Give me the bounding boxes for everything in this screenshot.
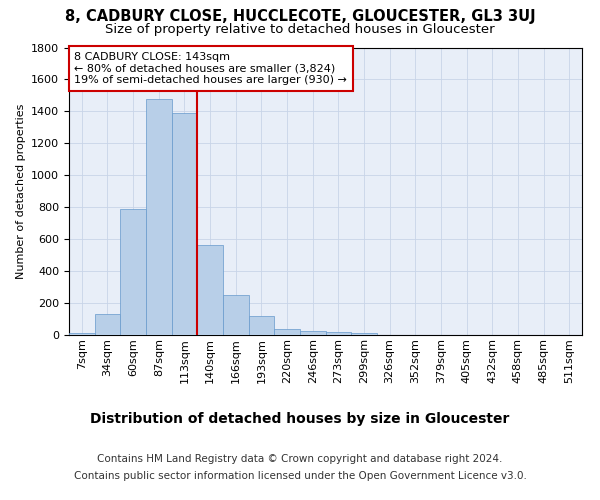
- Bar: [172, 113, 197, 335]
- Bar: [121, 209, 146, 335]
- Text: 8 CADBURY CLOSE: 143sqm
← 80% of detached houses are smaller (3,824)
19% of semi: 8 CADBURY CLOSE: 143sqm ← 80% of detache…: [74, 52, 347, 85]
- Bar: [197, 245, 223, 335]
- Bar: [248, 316, 274, 335]
- Bar: [69, 334, 95, 335]
- Text: Distribution of detached houses by size in Gloucester: Distribution of detached houses by size …: [91, 412, 509, 426]
- Bar: [325, 332, 351, 335]
- Y-axis label: Number of detached properties: Number of detached properties: [16, 104, 26, 279]
- Text: 8, CADBURY CLOSE, HUCCLECOTE, GLOUCESTER, GL3 3UJ: 8, CADBURY CLOSE, HUCCLECOTE, GLOUCESTER…: [65, 9, 535, 24]
- Bar: [223, 295, 248, 335]
- Bar: [95, 314, 121, 335]
- Bar: [274, 328, 300, 335]
- Bar: [146, 98, 172, 335]
- Text: Contains public sector information licensed under the Open Government Licence v3: Contains public sector information licen…: [74, 471, 526, 481]
- Text: Size of property relative to detached houses in Gloucester: Size of property relative to detached ho…: [105, 24, 495, 36]
- Text: Contains HM Land Registry data © Crown copyright and database right 2024.: Contains HM Land Registry data © Crown c…: [97, 454, 503, 464]
- Bar: [351, 333, 377, 335]
- Bar: [300, 331, 325, 335]
